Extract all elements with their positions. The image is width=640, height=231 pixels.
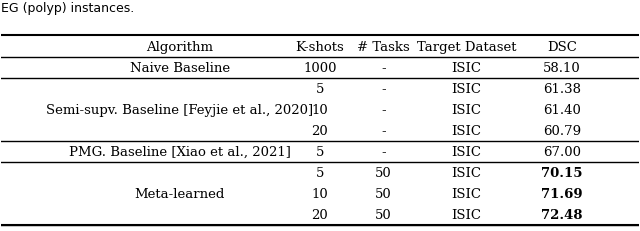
Text: ISIC: ISIC	[452, 146, 481, 158]
Text: 61.38: 61.38	[543, 83, 581, 96]
Text: 5: 5	[316, 167, 324, 179]
Text: 58.10: 58.10	[543, 62, 581, 75]
Text: 10: 10	[312, 104, 328, 117]
Text: Target Dataset: Target Dataset	[417, 41, 516, 54]
Text: 1000: 1000	[303, 62, 337, 75]
Text: 20: 20	[312, 208, 328, 221]
Text: 50: 50	[375, 208, 392, 221]
Text: -: -	[381, 62, 386, 75]
Text: # Tasks: # Tasks	[357, 41, 410, 54]
Text: Naive Baseline: Naive Baseline	[130, 62, 230, 75]
Text: EG (polyp) instances.: EG (polyp) instances.	[1, 2, 134, 15]
Text: 61.40: 61.40	[543, 104, 581, 117]
Text: 71.69: 71.69	[541, 187, 583, 200]
Text: -: -	[381, 146, 386, 158]
Text: ISIC: ISIC	[452, 104, 481, 117]
Text: -: -	[381, 104, 386, 117]
Text: ISIC: ISIC	[452, 62, 481, 75]
Text: ISIC: ISIC	[452, 167, 481, 179]
Text: 72.48: 72.48	[541, 208, 583, 221]
Text: 10: 10	[312, 187, 328, 200]
Text: ISIC: ISIC	[452, 208, 481, 221]
Text: 70.15: 70.15	[541, 167, 583, 179]
Text: DSC: DSC	[547, 41, 577, 54]
Text: Meta-learned: Meta-learned	[134, 187, 225, 200]
Text: ISIC: ISIC	[452, 83, 481, 96]
Text: 5: 5	[316, 83, 324, 96]
Text: 67.00: 67.00	[543, 146, 581, 158]
Text: 50: 50	[375, 167, 392, 179]
Text: Algorithm: Algorithm	[147, 41, 213, 54]
Text: PMG. Baseline [Xiao et al., 2021]: PMG. Baseline [Xiao et al., 2021]	[69, 146, 291, 158]
Text: 20: 20	[312, 125, 328, 138]
Text: 50: 50	[375, 187, 392, 200]
Text: -: -	[381, 125, 386, 138]
Text: Semi-supv. Baseline [Feyjie et al., 2020]: Semi-supv. Baseline [Feyjie et al., 2020…	[46, 104, 314, 117]
Text: 60.79: 60.79	[543, 125, 581, 138]
Text: ISIC: ISIC	[452, 125, 481, 138]
Text: K-shots: K-shots	[296, 41, 344, 54]
Text: 5: 5	[316, 146, 324, 158]
Text: -: -	[381, 83, 386, 96]
Text: ISIC: ISIC	[452, 187, 481, 200]
